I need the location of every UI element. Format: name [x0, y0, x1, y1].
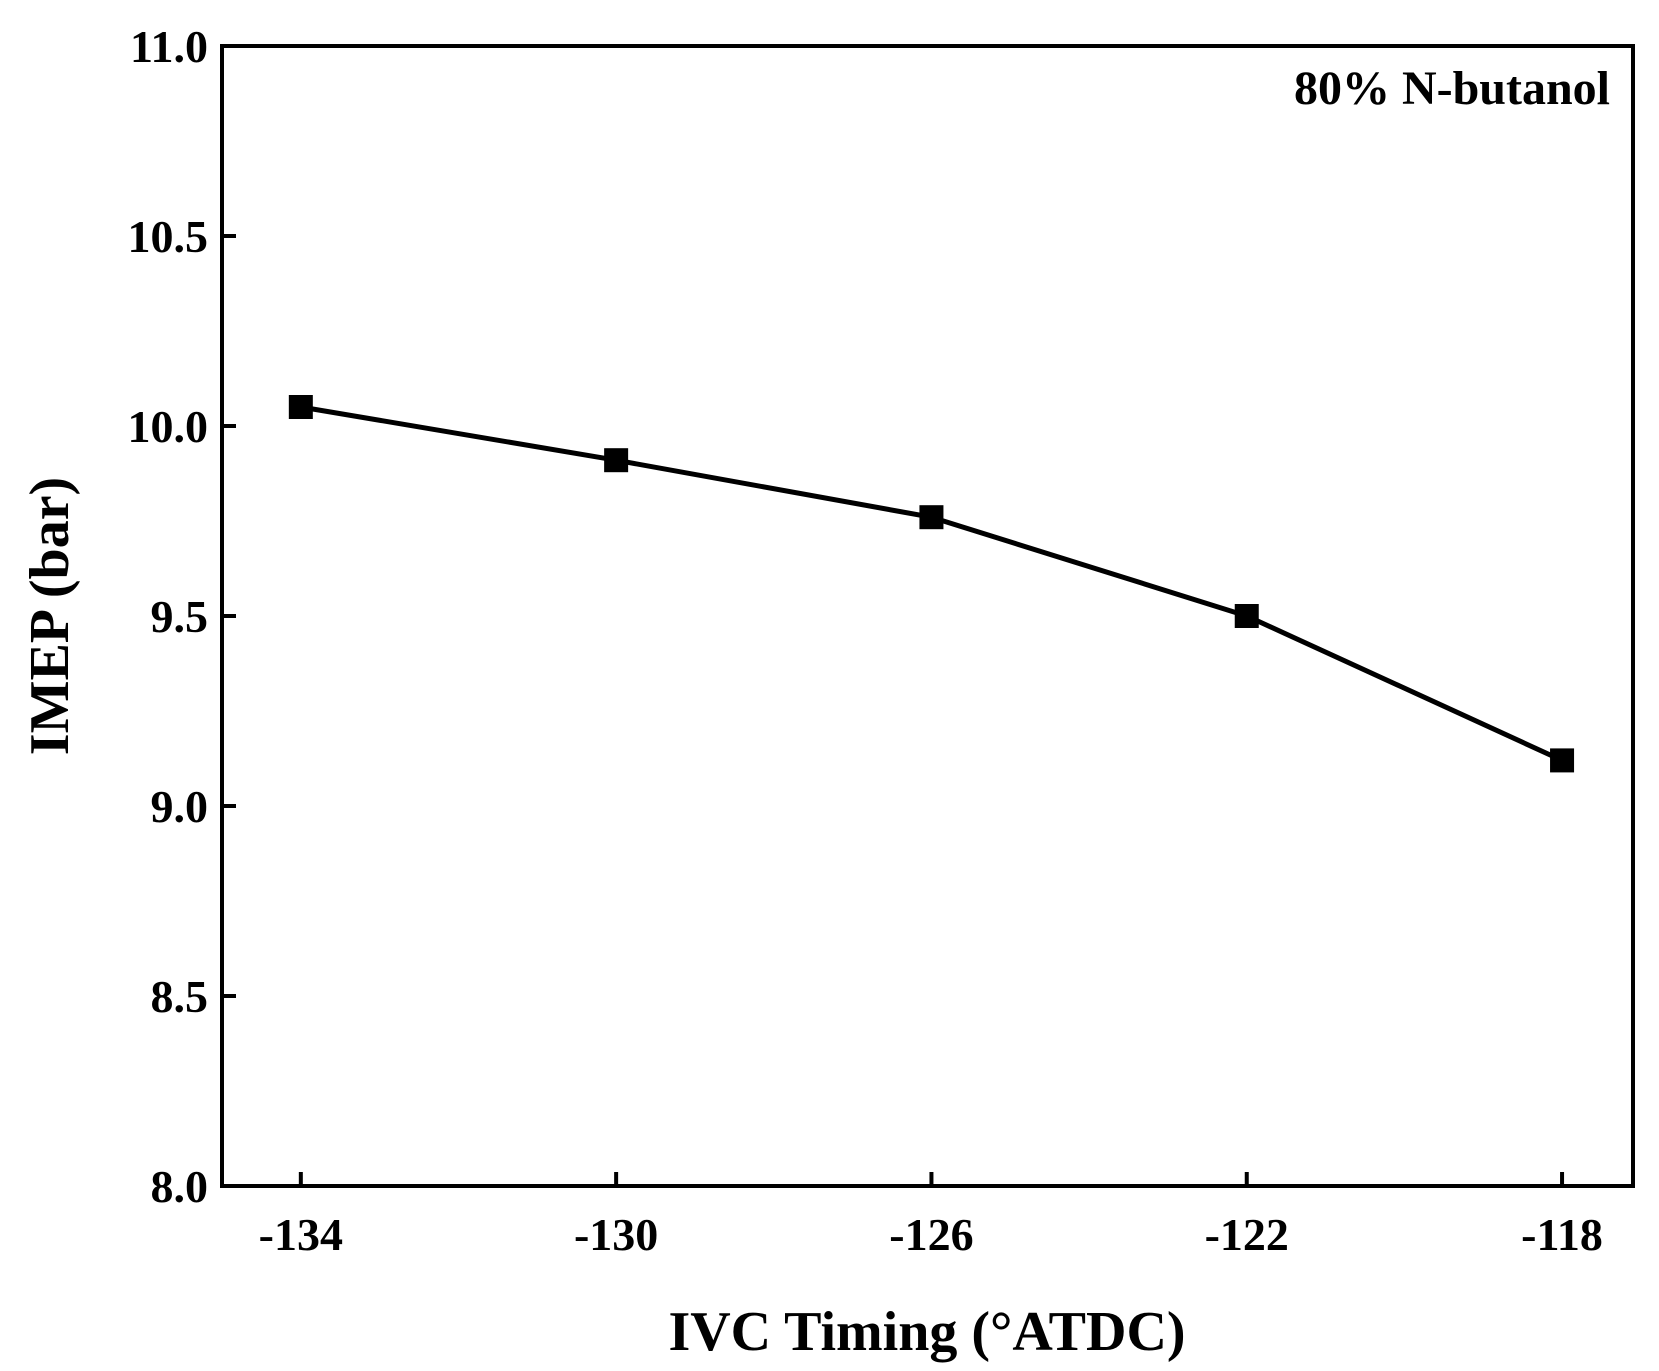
x-tick-label: -118 [1521, 1209, 1603, 1260]
data-point-marker [604, 448, 629, 473]
y-tick-label: 10.0 [128, 401, 209, 452]
data-point-marker [288, 395, 313, 419]
x-tick-label: -130 [574, 1209, 658, 1260]
x-axis-title: IVC Timing (°ATDC) [668, 1301, 1185, 1363]
data-point-marker [919, 505, 944, 530]
y-tick-label: 8.0 [151, 1161, 209, 1212]
series-layer [288, 395, 1575, 773]
x-tick-label: -126 [889, 1209, 973, 1260]
y-axis-title: IMEP (bar) [19, 477, 81, 755]
x-tick-label: -134 [259, 1209, 343, 1260]
x-axis-ticks: -134 -130 -126 -122 -118 [259, 1172, 1603, 1260]
y-tick-label: 10.5 [128, 211, 209, 262]
series-line [300, 404, 1564, 763]
x-tick-label: -122 [1205, 1209, 1289, 1260]
data-point-marker [1550, 748, 1575, 773]
y-axis-ticks: 8.0 8.5 9.0 9.5 10.0 10.5 11.0 [128, 21, 236, 1212]
data-point-marker [1234, 604, 1259, 628]
y-tick-label: 11.0 [130, 21, 208, 72]
plot-frame [220, 44, 1635, 1188]
y-tick-label: 9.0 [151, 781, 209, 832]
y-tick-label: 8.5 [151, 971, 209, 1022]
chart-annotation: 80% N-butanol [1294, 62, 1610, 115]
y-tick-label: 9.5 [151, 591, 209, 642]
